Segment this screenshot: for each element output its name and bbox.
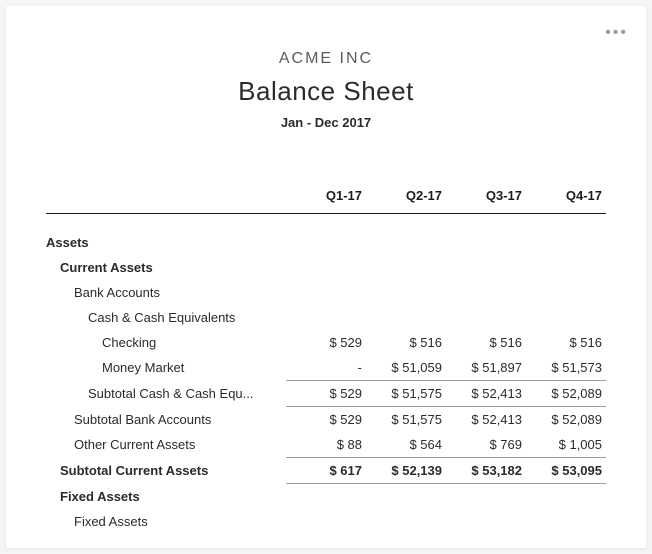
cell-value: $ 53,182 (446, 458, 526, 484)
row-label: Subtotal Current Assets (46, 458, 286, 484)
row-cash-equivalents: Cash & Cash Equivalents (46, 305, 606, 330)
cell-value: $ 51,897 (446, 355, 526, 381)
cell-value: $ 52,413 (446, 381, 526, 407)
cell-value: $ 529 (286, 381, 366, 407)
cell-value: $ 52,089 (526, 407, 606, 433)
row-subtotal-current-assets: Subtotal Current Assets $ 617 $ 52,139 $… (46, 458, 606, 484)
cell-value: $ 516 (366, 330, 446, 355)
column-header: Q2-17 (366, 188, 446, 214)
balance-table-wrap: Q1-17 Q2-17 Q3-17 Q4-17 Assets Current A… (46, 188, 606, 534)
row-money-market: Money Market - $ 51,059 $ 51,897 $ 51,57… (46, 355, 606, 381)
row-label: Subtotal Cash & Cash Equ... (46, 381, 286, 407)
row-other-current-assets: Other Current Assets $ 88 $ 564 $ 769 $ … (46, 432, 606, 458)
row-label: Other Current Assets (46, 432, 286, 458)
cell-value: $ 53,095 (526, 458, 606, 484)
cell-value: $ 52,089 (526, 381, 606, 407)
cell-value: $ 516 (446, 330, 526, 355)
report-period: Jan - Dec 2017 (46, 115, 606, 130)
balance-table: Q1-17 Q2-17 Q3-17 Q4-17 Assets Current A… (46, 188, 606, 534)
row-label: Bank Accounts (46, 280, 286, 305)
company-name: ACME INC (46, 50, 606, 68)
cell-value: $ 52,413 (446, 407, 526, 433)
row-bank-accounts: Bank Accounts (46, 280, 606, 305)
row-label: Assets (46, 230, 286, 255)
row-label: Fixed Assets (46, 509, 286, 534)
row-fixed-assets: Fixed Assets (46, 484, 606, 509)
row-assets: Assets (46, 230, 606, 255)
cell-value: $ 51,059 (366, 355, 446, 381)
report-header: ACME INC Balance Sheet Jan - Dec 2017 (46, 50, 606, 130)
balance-sheet-document: ••• ACME INC Balance Sheet Jan - Dec 201… (6, 6, 646, 548)
report-title: Balance Sheet (46, 76, 606, 107)
row-current-assets: Current Assets (46, 255, 606, 280)
row-label: Money Market (46, 355, 286, 381)
cell-value: $ 516 (526, 330, 606, 355)
cell-value: - (286, 355, 366, 381)
row-label: Cash & Cash Equivalents (46, 305, 286, 330)
more-options-icon[interactable]: ••• (605, 24, 628, 42)
row-label: Checking (46, 330, 286, 355)
cell-value: $ 1,005 (526, 432, 606, 458)
cell-value: $ 529 (286, 407, 366, 433)
column-header: Q4-17 (526, 188, 606, 214)
cell-value: $ 564 (366, 432, 446, 458)
cell-value: $ 88 (286, 432, 366, 458)
cell-value: $ 51,573 (526, 355, 606, 381)
row-fixed-assets-sub: Fixed Assets (46, 509, 606, 534)
column-header: Q3-17 (446, 188, 526, 214)
column-header-blank (46, 188, 286, 214)
cell-value: $ 529 (286, 330, 366, 355)
row-label: Subtotal Bank Accounts (46, 407, 286, 433)
cell-value: $ 617 (286, 458, 366, 484)
row-label: Fixed Assets (46, 484, 286, 509)
row-subtotal-bank: Subtotal Bank Accounts $ 529 $ 51,575 $ … (46, 407, 606, 433)
cell-value: $ 51,575 (366, 407, 446, 433)
spacer-row (46, 214, 606, 231)
row-label: Current Assets (46, 255, 286, 280)
column-header-row: Q1-17 Q2-17 Q3-17 Q4-17 (46, 188, 606, 214)
column-header: Q1-17 (286, 188, 366, 214)
row-subtotal-cash: Subtotal Cash & Cash Equ... $ 529 $ 51,5… (46, 381, 606, 407)
cell-value: $ 769 (446, 432, 526, 458)
cell-value: $ 52,139 (366, 458, 446, 484)
cell-value: $ 51,575 (366, 381, 446, 407)
row-checking: Checking $ 529 $ 516 $ 516 $ 516 (46, 330, 606, 355)
